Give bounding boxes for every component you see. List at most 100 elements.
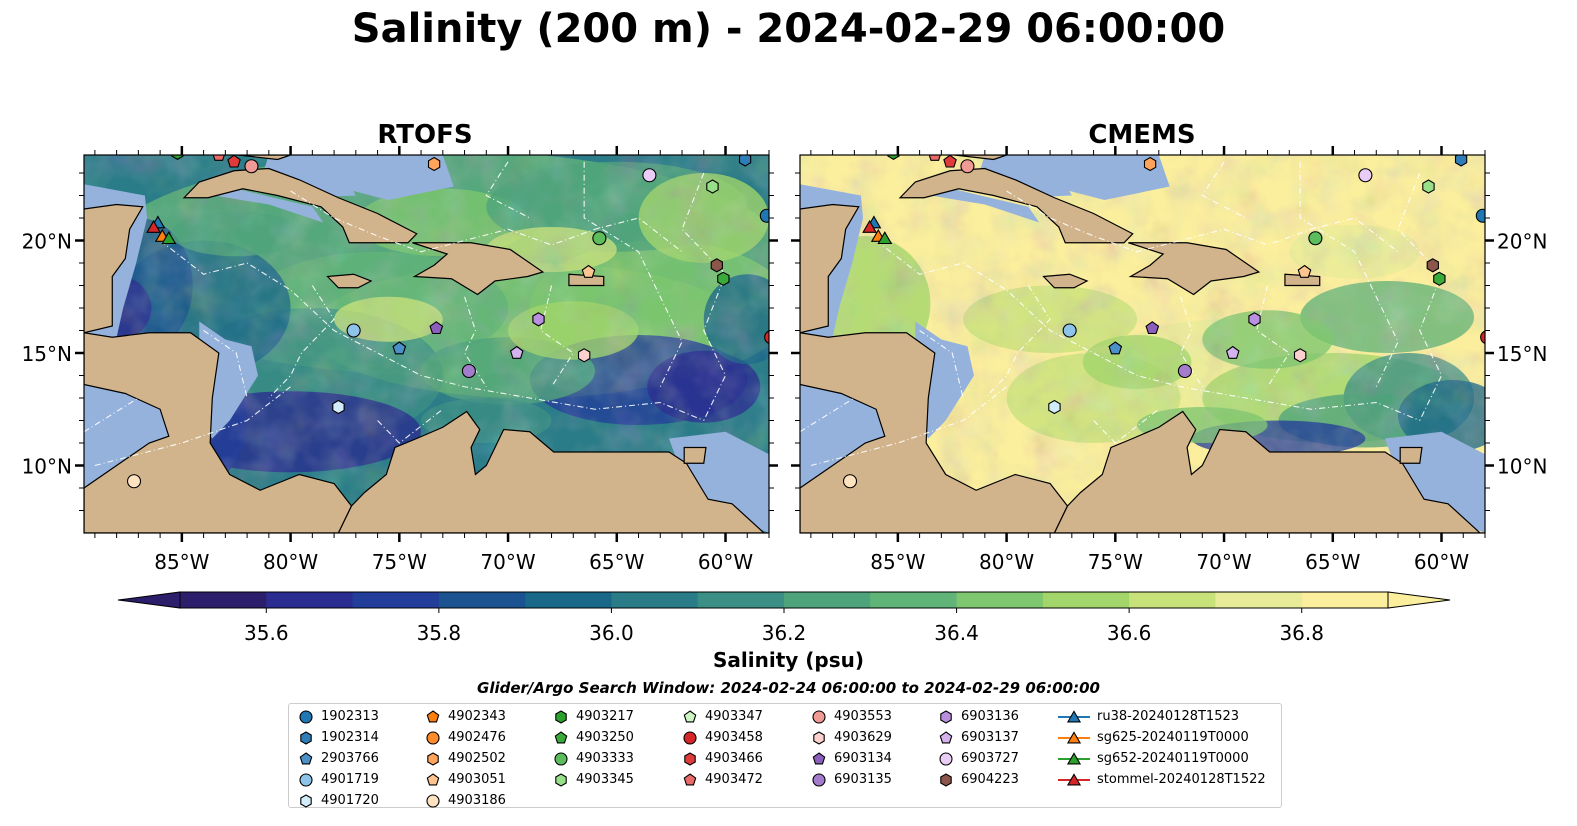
lon-tick-label: 70°W [1196,550,1251,574]
legend-marker-icon [812,772,826,787]
legend-hexagon-icon [684,751,696,766]
float-marker-19 [461,363,476,379]
legend-column: 1902313 1902314 2903766 4901719 4901720 [297,706,379,811]
lon-tick-label: 85°W [154,550,209,574]
legend-item: 6903134 [810,748,892,769]
legend-label: 4903051 [448,772,506,787]
float-marker-5 [642,168,657,183]
legend-label: 4902476 [448,730,506,745]
legend-label: 6904223 [961,772,1019,787]
legend-label: 4901720 [321,793,379,808]
land-yucatan [800,203,860,334]
colorbar-segment [956,592,1044,608]
legend-pentagon-icon [812,751,826,764]
legend-item: 4903345 [552,769,634,790]
colorbar-segment [697,592,785,608]
float-marker-21 [764,330,769,344]
legend-item: 4901719 [297,769,379,790]
colorbar-tick-label: 36.4 [934,621,979,645]
legend-marker-icon [299,772,313,787]
legend-pentagon-icon [426,772,440,785]
legend-circle-icon [426,793,440,808]
float-marker-14 [1145,321,1160,335]
legend-label: 4903466 [705,751,763,766]
lon-tick-label: 60°W [1414,550,1469,574]
shelf-area [1050,155,1170,200]
float-marker-12 [717,271,730,286]
lon-tick-label: 85°W [870,550,925,574]
lon-tick-label: 65°W [589,550,644,574]
colorbar-label: Salinity (psu) [712,648,864,672]
legend-item: 4903347 [681,706,763,727]
legend-marker-icon [683,730,697,745]
legend-column: 4902343 4902476 4902502 4903051 4903186 [424,706,506,811]
float-marker-13 [346,323,361,338]
float-marker-4 [427,156,441,172]
eez-boundary [984,285,1051,399]
legend-circle-icon [812,709,826,724]
legend-marker-icon [939,730,953,743]
legend-item: 6904223 [937,769,1019,790]
legend-label: 4903458 [705,730,763,745]
colorbar-min-arrow [117,591,181,609]
legend-item: 6903727 [937,748,1019,769]
longitude-labels-cmems: 85°W 80°W 75°W 70°W 65°W 60°W [870,550,1469,574]
legend-marker-icon [299,709,313,724]
legend-marker-icon [426,793,440,808]
legend-circle-icon [554,751,568,766]
legend-pentagon-icon [299,751,313,764]
legend-hexagon-icon [427,751,439,766]
legend-title: Glider/Argo Search Window: 2024-02-24 06… [477,679,1100,697]
legend-marker-icon [300,793,312,808]
legend-column: 4903217 4903250 4903333 4903345 [552,706,634,790]
glider-marker-3 [877,231,893,245]
legend-label: 6903137 [961,730,1019,745]
legend-label: sg652-20240119T0000 [1097,751,1249,766]
legend-item: 4903458 [681,727,763,748]
colorbar-segment [611,592,699,608]
float-marker-7 [1454,155,1468,167]
legend-item: 4902502 [424,748,506,769]
legend-hexagon-icon [940,709,952,724]
colorbar-segment [1215,592,1303,608]
legend-label: 4902502 [448,751,506,766]
legend-marker-icon [299,751,313,764]
legend-label: ru38-20240128T1523 [1097,709,1240,724]
eez-boundary [159,240,704,422]
lon-tick-label: 65°W [1305,550,1360,574]
legend-circle-icon [299,772,313,787]
eez-boundary [1093,408,1160,444]
colorbar-segment [1129,592,1216,608]
legend-triangle-icon [1066,772,1082,785]
lat-tick-label: 10°N [1497,455,1547,479]
map-panel-rtofs [75,146,778,542]
legend-marker-icon [940,772,952,787]
float-marker-18 [577,348,591,363]
legend-column: 4903553 4903629 6903134 6903135 [810,706,892,790]
land-florida [954,155,1007,161]
float-marker-11 [1426,258,1439,273]
legend-marker-icon [683,772,697,785]
legend-pentagon-icon [683,772,697,785]
colorbar-tick-label: 36.2 [762,621,807,645]
legend-label: 4903250 [576,730,634,745]
lon-tick-label: 70°W [480,550,535,574]
colorbar-segment [266,592,354,608]
legend-item: 4901720 [297,790,379,811]
eez-boundary [485,161,531,219]
legend-marker-icon [1058,709,1090,722]
legend-circle-icon [683,730,697,745]
legend-column: 6903136 6903137 6903727 6904223 [937,706,1019,790]
land-central [84,332,353,533]
eez-boundary [377,408,444,444]
legend-item: sg652-20240119T0000 [1057,748,1266,769]
legend-label: 4903347 [705,709,763,724]
colorbar-tick-label: 35.6 [244,621,289,645]
legend-marker-icon [554,730,568,743]
legend-label: 6903727 [961,751,1019,766]
legend-triangle-icon [1066,709,1082,722]
legend-pentagon-icon [683,709,697,722]
eez-boundary [290,190,683,253]
legend-marker-icon [426,772,440,785]
colorbar-segment [1301,592,1389,608]
